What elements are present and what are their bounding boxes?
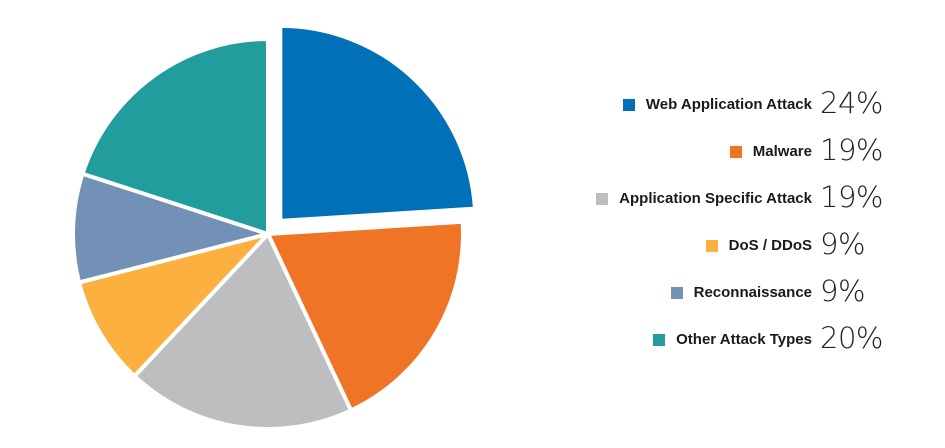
legend-item-dos-ddos: DoS / DDoS 9%	[520, 223, 900, 270]
legend-swatch	[705, 239, 718, 252]
legend-value: 19%	[820, 180, 883, 214]
legend-item-reconnaissance: Reconnaissance 9%	[520, 270, 900, 317]
legend-item-other-attack-types: Other Attack Types 20%	[520, 317, 900, 364]
legend-value: 9%	[820, 274, 866, 308]
chart-legend: Web Application Attack 24% Malware 19% A…	[520, 82, 900, 364]
legend-swatch	[622, 98, 635, 111]
legend-label: Web Application Attack	[645, 96, 812, 113]
legend-value: 20%	[820, 321, 883, 355]
legend-value: 19%	[820, 133, 883, 167]
pie-slice-other-attack-types	[80, 37, 270, 236]
legend-value: 9%	[820, 227, 866, 261]
legend-label: Malware	[752, 143, 812, 160]
legend-swatch	[670, 286, 683, 299]
pie-slice-dos-ddos	[77, 232, 270, 379]
legend-swatch	[729, 145, 742, 158]
legend-item-web-application-attack: Web Application Attack 24%	[520, 82, 900, 129]
pie-slice-malware	[266, 219, 465, 413]
legend-label: Other Attack Types	[676, 331, 812, 348]
pie-slice-reconnaissance	[71, 171, 270, 285]
pie-slice-web-application-attack	[278, 23, 477, 223]
pie-slice-application-specific-attack	[132, 232, 354, 431]
legend-swatch	[596, 192, 609, 205]
legend-swatch	[653, 333, 666, 346]
legend-label: DoS / DDoS	[728, 237, 812, 254]
legend-item-malware: Malware 19%	[520, 129, 900, 176]
legend-value: 24%	[820, 86, 883, 120]
legend-label: Application Specific Attack	[619, 190, 812, 207]
legend-item-application-specific-attack: Application Specific Attack 19%	[520, 176, 900, 223]
legend-label: Reconnaissance	[693, 284, 812, 301]
